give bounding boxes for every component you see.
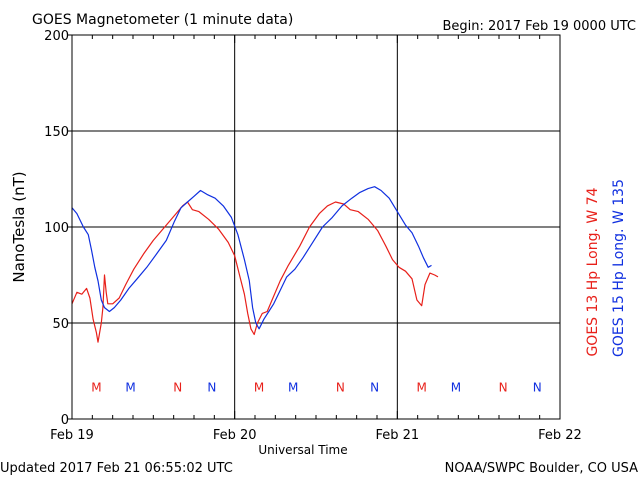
- marker-label: N: [173, 380, 182, 394]
- x-axis-label: Universal Time: [258, 443, 347, 457]
- marker-label: M: [125, 380, 135, 394]
- marker-label: M: [254, 380, 264, 394]
- y-axis-label: NanoTesla (nT): [10, 171, 28, 282]
- x-tick-label: Feb 20: [213, 428, 257, 443]
- marker-label: M: [417, 380, 427, 394]
- y-tick-label: 150: [44, 125, 69, 140]
- marker-label: N: [370, 380, 379, 394]
- marker-label: N: [533, 380, 542, 394]
- credit-text: NOAA/SWPC Boulder, CO USA: [445, 461, 638, 476]
- x-tick-label: Feb 19: [50, 428, 94, 443]
- x-tick-label: Feb 22: [538, 428, 582, 443]
- chart-title: GOES Magnetometer (1 minute data): [32, 12, 293, 28]
- series-line-goes13: [71, 201, 439, 343]
- y-tick-label: 100: [44, 221, 69, 236]
- y-tick-label: 200: [44, 29, 69, 44]
- y-tick-label: 50: [52, 317, 69, 332]
- marker-label: M: [91, 380, 101, 394]
- marker-label: N: [336, 380, 345, 394]
- marker-label: M: [288, 380, 298, 394]
- begin-time: Begin: 2017 Feb 19 0000 UTC: [442, 19, 636, 34]
- legend-goes13: GOES 13 Hp Long. W 74: [585, 187, 601, 356]
- marker-label: N: [207, 380, 216, 394]
- plot-frame: [71, 34, 561, 420]
- series-line-goes15: [71, 186, 432, 330]
- marker-label: M: [451, 380, 461, 394]
- marker-label: N: [499, 380, 508, 394]
- legend-goes15: GOES 15 Hp Long. W 135: [611, 179, 627, 357]
- updated-time: Updated 2017 Feb 21 06:55:02 UTC: [0, 461, 233, 476]
- x-tick-label: Feb 21: [375, 428, 419, 443]
- y-tick-label: 0: [61, 413, 69, 428]
